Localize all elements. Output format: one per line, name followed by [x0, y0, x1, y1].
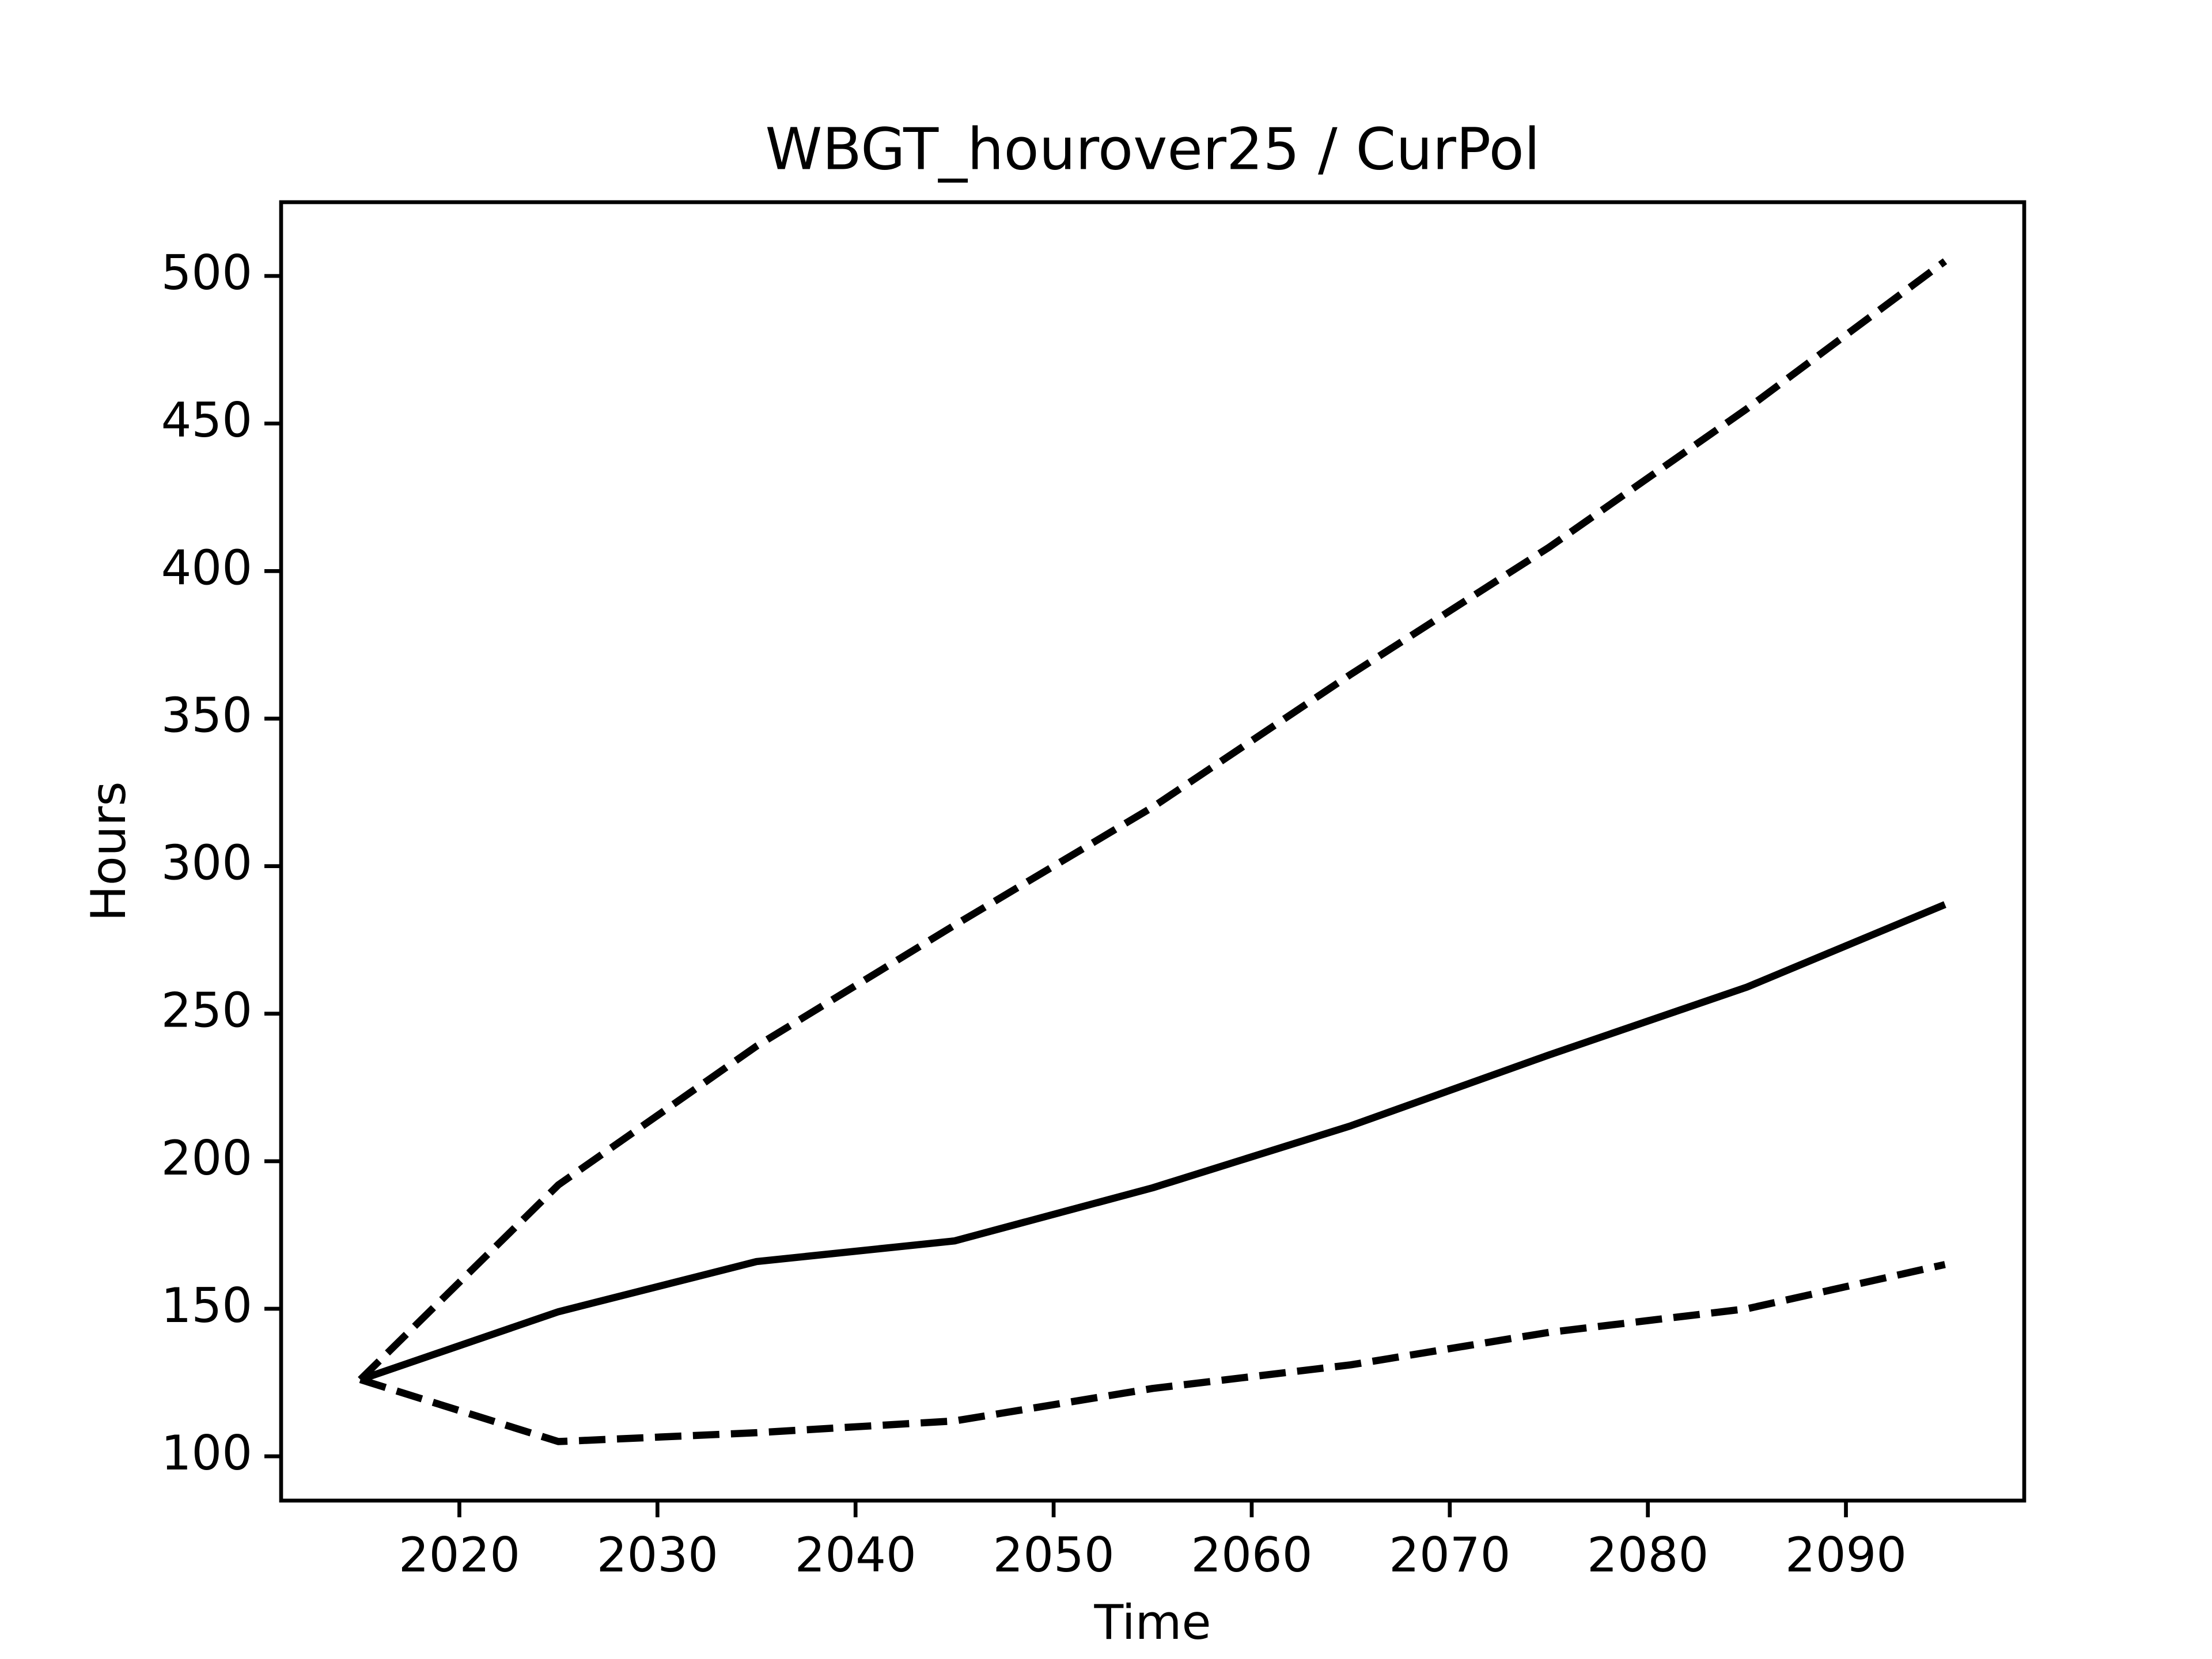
- x-tick-label: 2020: [399, 1527, 520, 1583]
- x-tick-label: 2040: [795, 1527, 916, 1583]
- y-tick-label: 350: [161, 687, 252, 743]
- plot-frame: [279, 200, 2027, 1503]
- y-tick-label: 200: [161, 1130, 252, 1186]
- x-tick-label: 2030: [597, 1527, 718, 1583]
- y-tick-label: 450: [161, 392, 252, 448]
- y-tick-label: 100: [161, 1425, 252, 1481]
- y-axis-label: Hours: [81, 781, 137, 921]
- x-axis-label: Time: [1093, 1594, 1211, 1650]
- x-tick-label: 2080: [1587, 1527, 1709, 1583]
- chart-title: WBGT_hourover25 / CurPol: [765, 115, 1540, 183]
- y-tick-label: 500: [161, 245, 252, 301]
- y-tick-label: 150: [161, 1278, 252, 1334]
- x-tick-label: 2050: [993, 1527, 1114, 1583]
- x-tick-label: 2060: [1191, 1527, 1312, 1583]
- series-line: [359, 901, 1946, 1383]
- y-tick-label: 400: [161, 540, 252, 596]
- y-tick-label: 250: [161, 983, 252, 1039]
- x-tick-label: 2070: [1389, 1527, 1510, 1583]
- series-line: [358, 258, 1948, 1382]
- series-line: [359, 1261, 1946, 1445]
- x-tick-label: 2090: [1785, 1527, 1907, 1583]
- y-tick-label: 300: [161, 835, 252, 891]
